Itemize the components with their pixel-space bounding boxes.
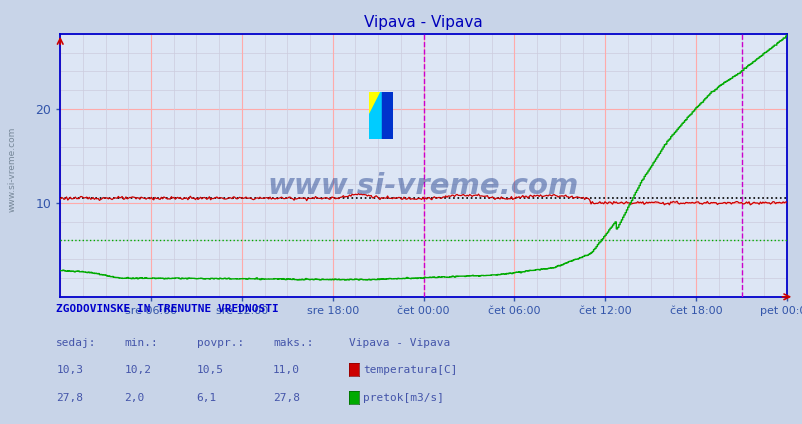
Text: ZGODOVINSKE IN TRENUTNE VREDNOSTI: ZGODOVINSKE IN TRENUTNE VREDNOSTI (56, 304, 278, 314)
Text: 2,0: 2,0 (124, 393, 144, 403)
Text: povpr.:: povpr.: (196, 338, 244, 348)
Text: Vipava - Vipava: Vipava - Vipava (349, 338, 450, 348)
Text: min.:: min.: (124, 338, 158, 348)
Text: www.si-vreme.com: www.si-vreme.com (8, 127, 17, 212)
Text: 6,1: 6,1 (196, 393, 217, 403)
Text: 10,3: 10,3 (56, 365, 83, 375)
Text: sedaj:: sedaj: (56, 338, 96, 348)
Text: 27,8: 27,8 (56, 393, 83, 403)
Text: pretok[m3/s]: pretok[m3/s] (363, 393, 444, 403)
Text: 10,5: 10,5 (196, 365, 224, 375)
Text: maks.:: maks.: (273, 338, 313, 348)
Text: 27,8: 27,8 (273, 393, 300, 403)
Title: Vipava - Vipava: Vipava - Vipava (364, 15, 482, 30)
Text: 10,2: 10,2 (124, 365, 152, 375)
Text: 11,0: 11,0 (273, 365, 300, 375)
Text: www.si-vreme.com: www.si-vreme.com (268, 173, 578, 201)
Text: temperatura[C]: temperatura[C] (363, 365, 457, 375)
